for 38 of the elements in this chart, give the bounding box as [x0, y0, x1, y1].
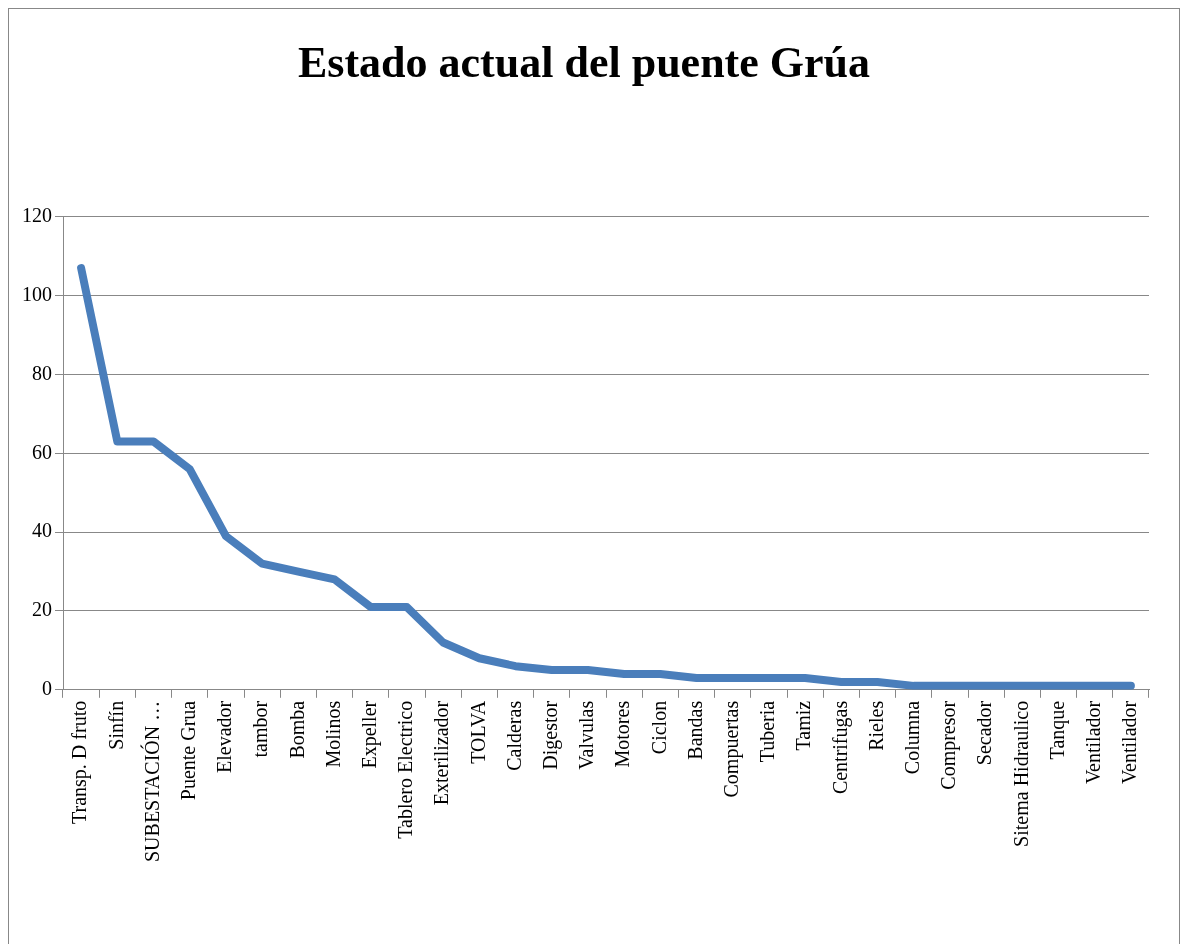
x-tick-label: Puente Grua — [176, 700, 199, 801]
x-tick-label: Expeller — [357, 700, 381, 769]
y-tick-label: 40 — [32, 519, 52, 542]
y-tick-label: 20 — [32, 598, 52, 621]
x-tick-label: Exterilizador — [430, 700, 453, 806]
x-tick-label: Tuberia — [756, 700, 779, 763]
x-tick-label: TOLVA — [466, 700, 489, 764]
y-tick-label: 60 — [32, 440, 52, 463]
y-tick-label: 0 — [42, 677, 52, 700]
x-tick-label: Sitema Hidraulico — [1009, 700, 1032, 847]
x-tick-label: Tanque — [1045, 700, 1069, 760]
x-tick-label: Valvulas — [575, 700, 598, 770]
y-tick-label: 100 — [22, 282, 52, 305]
x-tick-label: tambor — [249, 700, 272, 758]
x-tick-label: Secador — [973, 700, 996, 766]
x-tick-label: Compuertas — [719, 700, 743, 798]
x-tick-label: Bandas — [683, 700, 706, 760]
x-tick-label: Centrifugas — [828, 700, 852, 795]
chart-title: Estado actual del puente Grúa — [297, 37, 871, 87]
x-tick-label: Motores — [611, 700, 634, 768]
x-tick-label: Tablero Electrico — [394, 700, 417, 839]
x-tick-label: Ventilador — [1081, 700, 1104, 785]
x-tick-label: Bomba — [285, 700, 308, 759]
x-tick-label: Tamiz — [792, 700, 815, 751]
x-tick-label: Columna — [900, 700, 923, 775]
x-tick-label: Transp. D fruto — [68, 700, 92, 824]
x-tick-label: Elevador — [213, 700, 236, 773]
y-tick-label: 120 — [22, 204, 52, 227]
y-tick-label: 80 — [32, 361, 52, 384]
x-tick-label: Rieles — [864, 700, 887, 751]
x-tick-label: Digestor — [538, 700, 562, 770]
x-tick-label: Compresor — [937, 700, 961, 790]
x-tick-label: Ventilador — [1118, 700, 1141, 785]
x-tick-label: Molinos — [321, 700, 344, 768]
x-tick-label: Sinfín — [104, 700, 127, 750]
x-tick-label: Ciclon — [647, 700, 670, 755]
x-tick-label: Calderas — [502, 700, 525, 771]
x-tick-label: SUBESTACIÓN … — [139, 700, 163, 863]
